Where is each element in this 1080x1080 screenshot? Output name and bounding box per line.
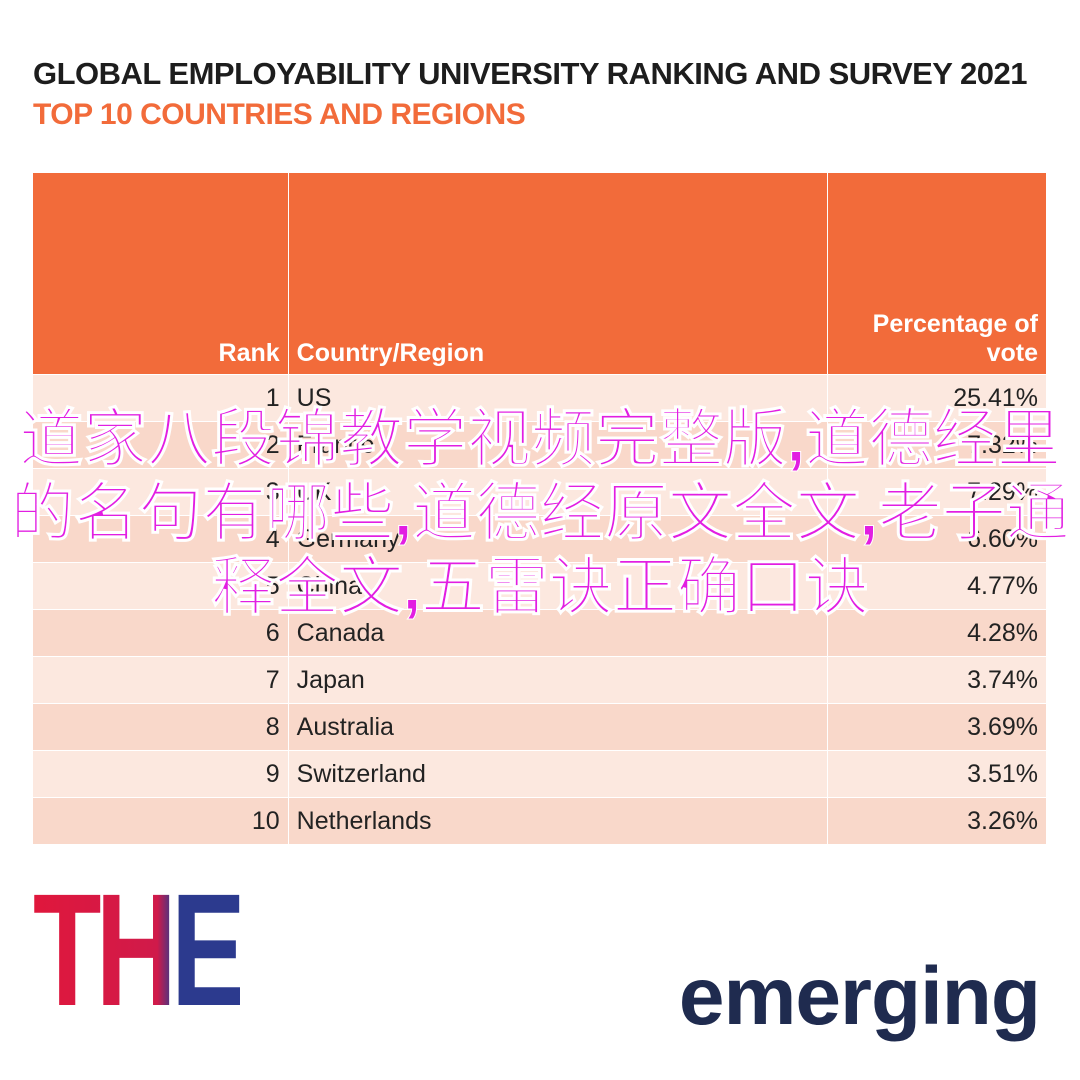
column-header: Rank <box>33 173 289 375</box>
table-cell: 3 <box>33 468 289 516</box>
table-cell: Japan <box>288 656 828 704</box>
table-cell: Switzerland <box>288 750 828 798</box>
table-cell: Germany <box>288 515 828 563</box>
table-cell: 1 <box>33 374 289 422</box>
table-cell: China <box>288 562 828 610</box>
column-header: Country/Region <box>288 173 828 375</box>
table-row: 10 Netherlands 3.26% <box>33 797 1048 844</box>
table-row: 6 Canada 4.28% <box>33 609 1048 657</box>
table-row: 2 France 7.32% <box>33 421 1048 469</box>
table-cell: 9 <box>33 750 289 798</box>
table-row: 1 US 25.41% <box>33 374 1048 422</box>
table-cell: 6 <box>33 609 289 657</box>
title: GLOBAL EMPLOYABILITY UNIVERSITY RANKING … <box>33 56 1028 91</box>
table-cell: France <box>288 421 828 469</box>
table-cell: US <box>288 374 828 422</box>
table-cell: Canada <box>288 609 828 657</box>
table-body: 1 US 25.41% 2 France 7.32% 3 UK 7.29% 4 Germany 6.6… <box>33 374 1048 844</box>
table-cell: 5 <box>33 562 289 610</box>
table-cell: 7 <box>33 656 289 704</box>
emerging-logo: emerging <box>678 951 1041 1042</box>
table-cell: 4.28% <box>827 609 1048 657</box>
table-row: 8 Australia 3.69% <box>33 703 1048 751</box>
table-cell: Netherlands <box>288 797 828 844</box>
header-row: Rank Country/Region Percentage of vote <box>33 173 1048 375</box>
table-row: 4 Germany 6.60% <box>33 515 1048 563</box>
table-cell: 3.74% <box>827 656 1048 704</box>
table-cell: Australia <box>288 703 828 751</box>
table-cell: 10 <box>33 797 289 844</box>
table-cell: 7.32% <box>827 421 1048 469</box>
table-row: 5 China 4.77% <box>33 562 1048 610</box>
table-cell: 3.51% <box>827 750 1048 798</box>
table-row: 3 UK 7.29% <box>33 468 1048 516</box>
table-cell: 3.26% <box>827 797 1048 844</box>
table-cell: 4 <box>33 515 289 563</box>
column-header: Percentage of vote <box>827 173 1048 375</box>
table-row: 7 Japan 3.74% <box>33 656 1048 704</box>
ranking-table: Rank Country/Region Percentage of vote 1 US 2… <box>33 173 1048 844</box>
table-cell: 2 <box>33 421 289 469</box>
table-cell: 7.29% <box>827 468 1048 516</box>
subtitle: TOP 10 COUNTRIES AND REGIONS <box>33 98 526 131</box>
table-cell: 6.60% <box>827 515 1048 563</box>
table-cell: 3.69% <box>827 703 1048 751</box>
table-row: 9 Switzerland 3.51% <box>33 750 1048 798</box>
table-cell: 25.41% <box>827 374 1048 422</box>
table-cell: 8 <box>33 703 289 751</box>
overlay-text: 道家八段锦教学视频完整版,道德经里的名句有哪些,道德经原文全文,老子通释全文,五… <box>10 403 1071 624</box>
table-cell: 4.77% <box>827 562 1048 610</box>
the-logo: THE <box>33 860 246 1039</box>
table-cell: UK <box>288 468 828 516</box>
